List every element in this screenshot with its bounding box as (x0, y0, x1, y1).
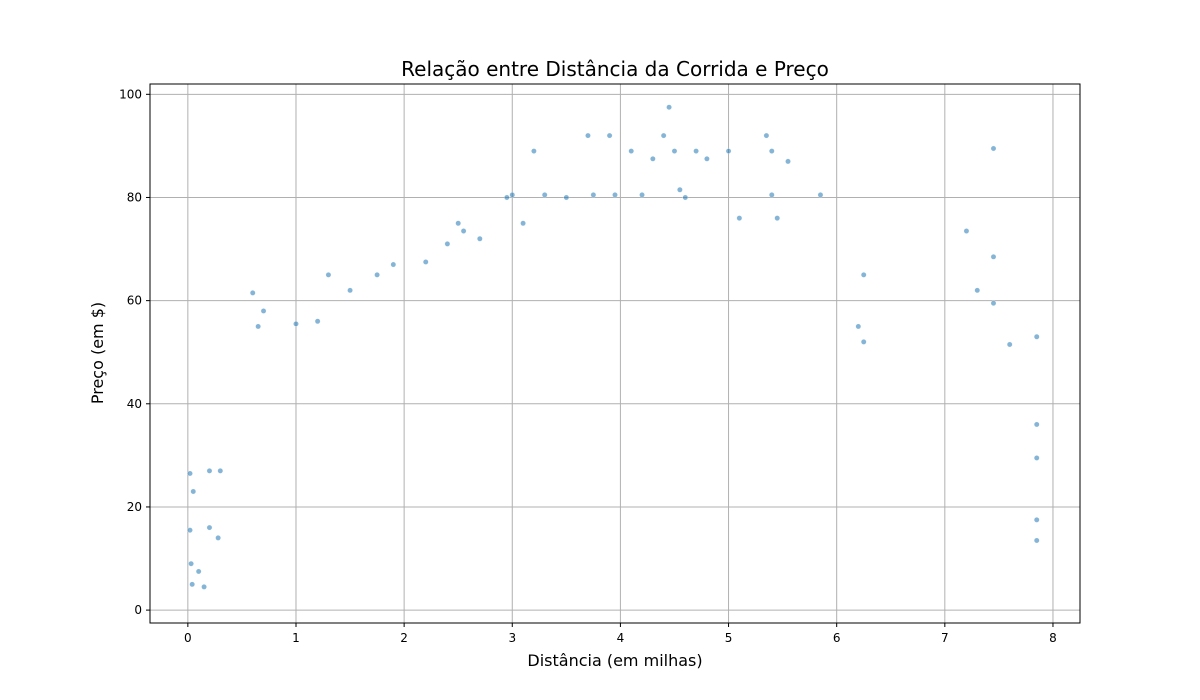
data-point (693, 148, 699, 154)
data-point (201, 584, 207, 590)
y-tick-label: 100 (119, 87, 142, 101)
data-point (563, 194, 570, 201)
data-point (531, 148, 537, 154)
data-point (650, 155, 656, 162)
x-tick-label: 4 (617, 631, 625, 645)
data-point (817, 192, 824, 198)
plot-frame (149, 83, 1081, 624)
data-point (704, 155, 710, 162)
y-tick-label: 40 (127, 397, 142, 411)
data-point (855, 323, 862, 330)
data-point (590, 192, 597, 198)
data-point (187, 527, 193, 533)
data-point (188, 560, 194, 567)
x-tick-label: 6 (833, 631, 841, 645)
data-point (763, 132, 770, 139)
data-point (1033, 333, 1040, 340)
data-point (504, 194, 510, 201)
data-point (785, 158, 791, 165)
data-point (374, 272, 380, 278)
data-point (860, 339, 867, 345)
data-points (187, 104, 1040, 590)
data-point (477, 235, 483, 242)
data-point (769, 148, 775, 154)
x-tick-label: 2 (400, 631, 408, 645)
data-point (1033, 537, 1040, 544)
y-tick-label: 80 (127, 190, 142, 204)
x-tick-label: 0 (184, 631, 192, 645)
data-point (206, 468, 213, 474)
data-point (249, 290, 256, 296)
data-point (682, 194, 689, 201)
data-point (963, 228, 970, 234)
data-point (520, 220, 526, 227)
data-point (628, 148, 635, 154)
data-point (260, 308, 267, 314)
data-point (990, 253, 997, 260)
data-point (509, 192, 516, 198)
data-point (585, 132, 591, 139)
data-point (990, 300, 997, 307)
data-point (215, 535, 221, 541)
x-tick-label: 1 (292, 631, 300, 645)
data-point (990, 145, 997, 152)
data-point (725, 148, 732, 154)
y-tick-label: 20 (127, 500, 142, 514)
data-point (612, 192, 618, 198)
data-point (455, 220, 462, 227)
chart-title: Relação entre Distância da Corrida e Pre… (401, 57, 829, 81)
x-tick-label: 5 (725, 631, 733, 645)
y-tick-label: 60 (127, 294, 142, 308)
data-point (736, 215, 743, 221)
data-point (190, 488, 197, 495)
data-point (677, 186, 683, 193)
data-point (255, 323, 261, 330)
data-point (1006, 341, 1013, 348)
data-point (1033, 517, 1040, 523)
data-point (206, 524, 213, 531)
data-point (860, 272, 867, 278)
x-tick-label: 8 (1049, 631, 1057, 645)
data-point (444, 241, 451, 247)
data-point (1033, 455, 1040, 461)
data-point (639, 192, 645, 198)
data-point (390, 261, 397, 268)
y-tick-label: 0 (134, 603, 142, 617)
data-point (195, 568, 202, 575)
y-axis-label: Preço (em $) (88, 302, 107, 404)
data-point (1033, 421, 1040, 428)
data-point (325, 272, 332, 278)
data-point (217, 468, 224, 474)
x-tick-label: 7 (941, 631, 949, 645)
x-axis-label: Distância (em milhas) (527, 651, 702, 670)
data-point (974, 287, 981, 294)
data-point (189, 581, 195, 588)
y-axis: 0 20 40 60 80 100 (119, 87, 150, 617)
data-point (347, 287, 353, 294)
data-point (660, 132, 667, 139)
data-point (769, 192, 775, 198)
data-point (541, 192, 548, 198)
data-point (606, 132, 613, 139)
data-point (187, 470, 193, 477)
x-tick-label: 3 (508, 631, 516, 645)
data-point (666, 104, 672, 111)
data-point (293, 321, 299, 327)
data-point (671, 148, 678, 154)
data-point (774, 215, 781, 221)
x-axis: 0 1 2 3 4 5 6 7 8 (184, 623, 1057, 645)
data-point (422, 259, 429, 265)
data-point (314, 318, 321, 325)
data-point (460, 228, 467, 234)
